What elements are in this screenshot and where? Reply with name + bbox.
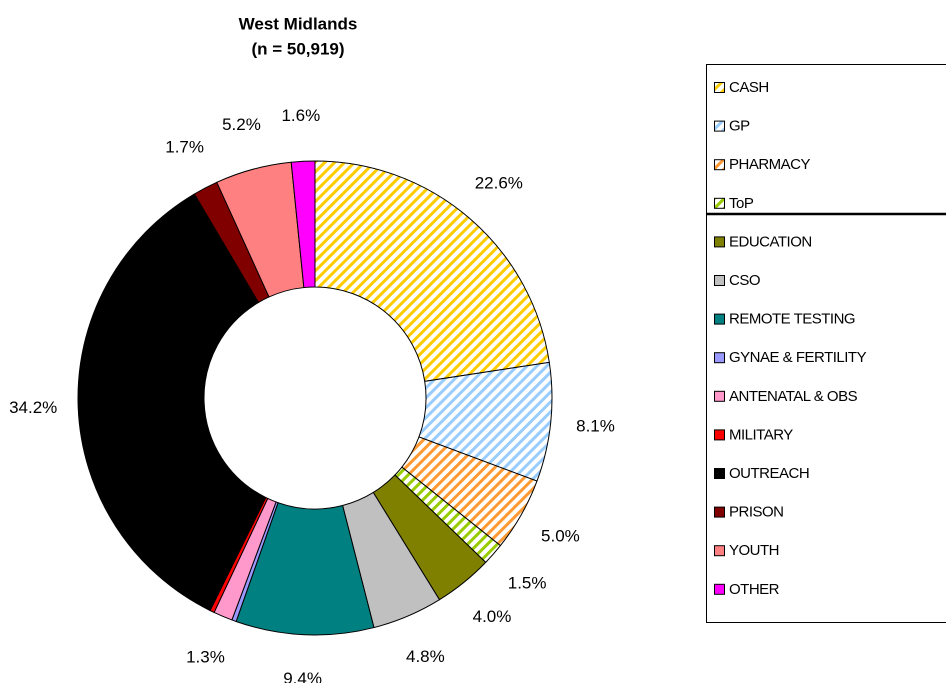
chart-subtitle: (n = 50,919) <box>251 39 344 58</box>
legend-swatch <box>714 197 725 209</box>
data-label: 22.6% <box>475 174 523 193</box>
chart-title: West Midlands <box>239 14 358 33</box>
legend-swatch <box>714 468 725 479</box>
data-label: 4.8% <box>406 647 445 666</box>
legend-box <box>706 64 946 623</box>
data-label: 1.6% <box>281 106 320 125</box>
legend-swatch <box>714 390 725 402</box>
legend-swatch <box>714 506 725 518</box>
legend-label: REMOTE TESTING <box>729 311 855 328</box>
data-label: 5.2% <box>222 115 261 134</box>
legend-label: EDUCATION <box>729 233 812 250</box>
legend-swatch <box>714 120 725 132</box>
legend-label: PRISON <box>729 504 784 521</box>
legend-label: OTHER <box>729 581 780 598</box>
legend-swatch <box>714 275 725 286</box>
legend-label: PHARMACY <box>729 156 811 173</box>
legend-swatch <box>714 82 725 93</box>
legend-label: MILITARY <box>729 426 793 443</box>
legend-label: YOUTH <box>729 542 779 559</box>
legend-label: CSO <box>729 272 760 289</box>
legend-label: GYNAE & FERTILITY <box>729 349 867 366</box>
data-label: 8.1% <box>576 417 615 436</box>
legend-swatch <box>714 313 725 325</box>
data-label: 1.5% <box>508 573 547 592</box>
legend-swatch <box>714 236 725 248</box>
legend-swatch <box>714 352 725 364</box>
donut-slice <box>77 193 267 612</box>
legend-swatch <box>714 583 725 595</box>
data-label: 4.0% <box>473 607 512 626</box>
legend-swatch <box>714 159 725 171</box>
data-label: 34.2% <box>9 398 57 417</box>
donut-slice <box>290 160 316 289</box>
legend-swatch <box>714 429 725 441</box>
legend-label: CASH <box>729 79 769 96</box>
legend-swatch <box>714 545 725 557</box>
legend-label: GP <box>729 118 750 135</box>
data-label: 1.3% <box>186 647 225 666</box>
data-label: 5.0% <box>541 526 580 545</box>
legend-label: ANTENATAL & OBS <box>729 388 858 405</box>
data-label: 9.4% <box>283 669 322 683</box>
donut-slice <box>314 160 550 382</box>
legend-label: OUTREACH <box>729 465 809 482</box>
data-label: 1.7% <box>165 137 204 156</box>
legend-label: ToP <box>729 195 754 212</box>
